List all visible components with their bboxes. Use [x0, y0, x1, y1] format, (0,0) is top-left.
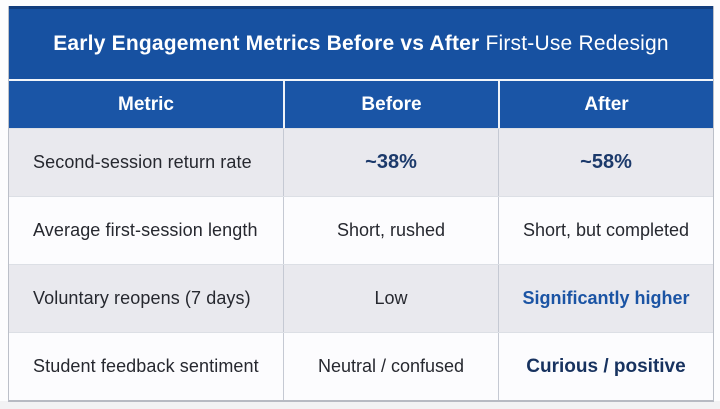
- after-value: ~58%: [498, 129, 713, 196]
- column-header-metric: Metric: [118, 93, 174, 115]
- after-value: Short, but completed: [498, 197, 713, 264]
- metrics-comparison-table: Early Engagement Metrics Before vs After…: [8, 6, 714, 402]
- table-title-bold: Early Engagement Metrics Before vs After: [53, 32, 480, 55]
- before-value: Neutral / confused: [283, 333, 498, 400]
- metric-label: Second-session return rate: [33, 152, 252, 172]
- after-value: Significantly higher: [498, 265, 713, 332]
- table-title: Early Engagement Metrics Before vs After…: [9, 6, 713, 81]
- table-header-row: Metric Before After: [9, 81, 713, 128]
- metric-label: Student feedback sentiment: [33, 356, 259, 376]
- table-row: Voluntary reopens (7 days) Low Significa…: [9, 264, 713, 332]
- metric-label: Average first-session length: [33, 220, 258, 240]
- metric-label: Voluntary reopens (7 days): [33, 288, 251, 308]
- table-row: Average first-session length Short, rush…: [9, 196, 713, 264]
- before-value: Short, rushed: [283, 197, 498, 264]
- table-row: Student feedback sentiment Neutral / con…: [9, 332, 713, 400]
- before-value: Low: [283, 265, 498, 332]
- table-title-regular: First-Use Redesign: [479, 32, 669, 55]
- before-value: ~38%: [283, 129, 498, 196]
- after-value: Curious / positive: [498, 333, 713, 400]
- table-row: Second-session return rate ~38% ~58%: [9, 128, 713, 196]
- column-header-before: Before: [283, 81, 498, 128]
- column-header-after: After: [498, 81, 713, 128]
